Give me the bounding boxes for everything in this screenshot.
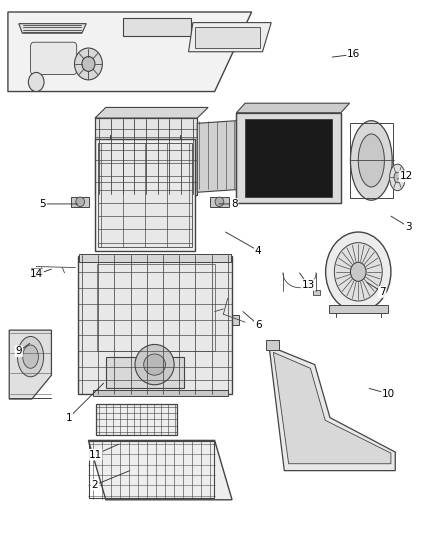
Polygon shape — [237, 103, 350, 113]
Bar — [215, 316, 239, 325]
Polygon shape — [245, 119, 332, 197]
Text: 5: 5 — [39, 199, 78, 209]
Polygon shape — [269, 346, 395, 471]
Text: 6: 6 — [243, 312, 261, 330]
Polygon shape — [237, 113, 341, 203]
Ellipse shape — [23, 345, 39, 368]
Text: 12: 12 — [397, 172, 413, 181]
Bar — [71, 197, 89, 207]
Text: 10: 10 — [369, 389, 396, 399]
Text: 11: 11 — [88, 444, 119, 460]
Polygon shape — [188, 22, 271, 52]
Polygon shape — [273, 352, 391, 464]
Ellipse shape — [18, 336, 44, 377]
FancyBboxPatch shape — [31, 42, 77, 75]
Ellipse shape — [325, 232, 391, 312]
Ellipse shape — [390, 164, 405, 191]
Bar — [210, 197, 229, 207]
Polygon shape — [197, 120, 237, 192]
Bar — [79, 254, 231, 262]
Text: 2: 2 — [92, 471, 130, 490]
Ellipse shape — [358, 134, 385, 187]
Polygon shape — [95, 118, 197, 195]
Bar — [95, 139, 195, 251]
Text: 14: 14 — [30, 269, 51, 279]
Polygon shape — [88, 440, 232, 500]
Polygon shape — [9, 330, 51, 399]
Ellipse shape — [135, 344, 174, 385]
Text: 1: 1 — [66, 383, 104, 423]
Ellipse shape — [76, 197, 85, 207]
Bar — [31, 268, 42, 275]
Bar — [123, 18, 191, 36]
Ellipse shape — [334, 243, 382, 301]
Polygon shape — [78, 256, 232, 394]
Text: 3: 3 — [391, 216, 412, 232]
Ellipse shape — [394, 172, 401, 183]
Bar — [93, 390, 228, 397]
Bar — [195, 27, 260, 47]
Ellipse shape — [82, 56, 95, 71]
Bar — [350, 123, 393, 198]
Bar — [313, 290, 320, 295]
Ellipse shape — [74, 48, 102, 80]
Text: 16: 16 — [332, 50, 360, 59]
Bar — [89, 441, 214, 498]
Ellipse shape — [28, 72, 44, 92]
Bar — [266, 340, 279, 350]
Polygon shape — [95, 108, 208, 118]
Text: 8: 8 — [219, 199, 237, 209]
Text: 13: 13 — [300, 273, 315, 290]
Ellipse shape — [350, 120, 392, 200]
Text: 7: 7 — [367, 282, 385, 297]
Text: 4: 4 — [226, 232, 261, 256]
Polygon shape — [19, 23, 86, 33]
Bar — [96, 405, 177, 435]
Bar — [328, 305, 388, 313]
Ellipse shape — [350, 262, 366, 281]
Bar — [98, 143, 192, 247]
Polygon shape — [106, 357, 184, 389]
Text: 9: 9 — [15, 343, 30, 357]
Ellipse shape — [144, 354, 166, 375]
Ellipse shape — [215, 197, 224, 207]
Polygon shape — [8, 12, 252, 92]
